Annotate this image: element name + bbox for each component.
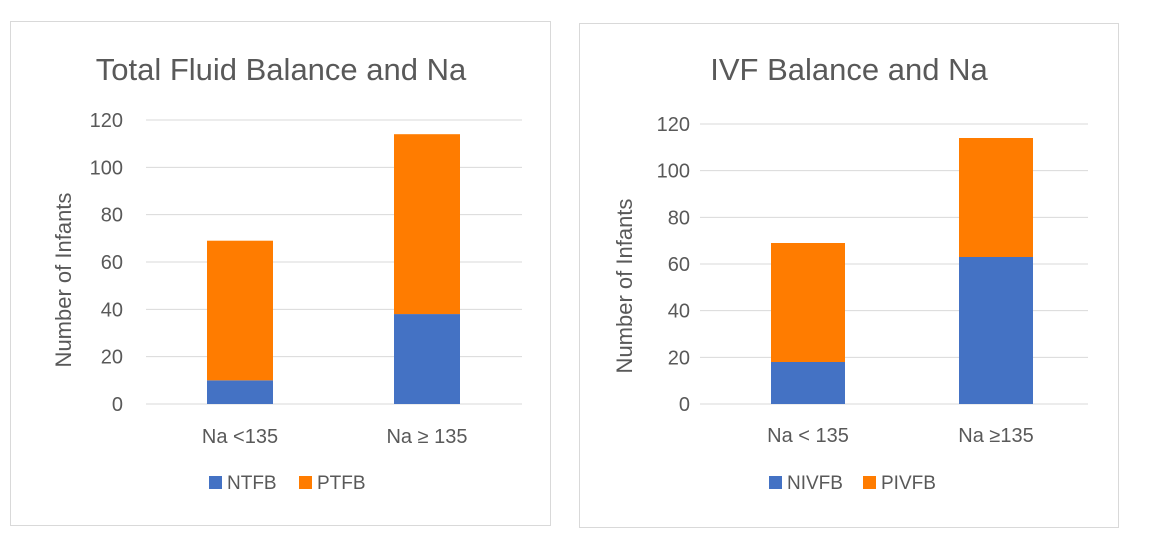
chart-panel-ivf-balance: IVF Balance and Na Number of Infants 0 20… — [579, 23, 1119, 528]
legend-swatch — [299, 476, 312, 489]
y-tick-label: 120 — [90, 110, 123, 132]
y-tick-label: 0 — [112, 394, 123, 416]
legend-label: NTFB — [227, 473, 277, 494]
bar-pivfb — [959, 138, 1033, 257]
x-tick-label: Na <135 — [202, 426, 278, 448]
chart-title: IVF Balance and Na — [710, 52, 988, 87]
x-tick-label: Na ≥ 135 — [386, 426, 467, 448]
bar-ptfb — [207, 240, 273, 381]
y-tick-label: 100 — [90, 157, 123, 179]
y-tick-label: 80 — [668, 207, 690, 229]
y-tick-label: 40 — [668, 301, 690, 323]
y-tick-label: 20 — [668, 347, 690, 369]
legend-label: NIVFB — [787, 473, 843, 494]
y-tick-label: 120 — [657, 114, 690, 136]
bar-pivfb — [771, 243, 845, 362]
chart-ivf-balance: IVF Balance and Na Number of Infants 0 20… — [612, 52, 1088, 494]
bar-ptfb — [394, 134, 460, 315]
legend-label: PTFB — [317, 473, 366, 494]
bar-ntfb — [394, 314, 460, 404]
y-axis-label: Number of Infants — [51, 193, 76, 368]
y-axis-label: Number of Infants — [612, 199, 637, 374]
y-tick-label: 80 — [101, 205, 123, 227]
chart-title: Total Fluid Balance and Na — [96, 52, 467, 87]
legend-swatch — [863, 476, 876, 489]
bar-nivfb — [959, 257, 1033, 404]
legend-swatch — [769, 476, 782, 489]
y-tick-label: 60 — [668, 254, 690, 276]
bar-ntfb — [207, 380, 273, 404]
bar-nivfb — [771, 362, 845, 404]
legend-label: PIVFB — [881, 473, 936, 494]
legend-swatch — [209, 476, 222, 489]
y-tick-label: 0 — [679, 394, 690, 416]
y-tick-label: 20 — [101, 347, 123, 369]
y-tick-label: 40 — [101, 299, 123, 321]
chart-total-fluid-balance: Total Fluid Balance and Na Number of Inf… — [51, 52, 522, 494]
y-tick-label: 60 — [101, 252, 123, 274]
x-tick-label: Na ≥135 — [958, 425, 1033, 447]
chart-panel-total-fluid-balance: Total Fluid Balance and Na Number of Inf… — [10, 21, 551, 526]
y-tick-label: 100 — [657, 161, 690, 183]
x-tick-label: Na < 135 — [767, 425, 849, 447]
